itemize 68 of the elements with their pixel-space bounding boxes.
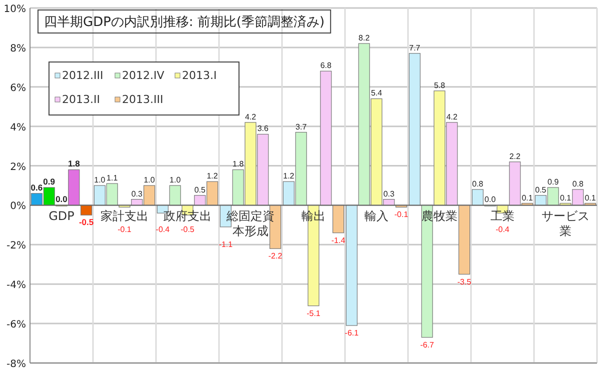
x-tick-label: GDP [48, 209, 74, 224]
y-tick-label: 6% [10, 82, 26, 94]
x-tick-label: 政府支出 [164, 209, 212, 224]
data-label: 0.8 [472, 179, 484, 188]
data-label: 5.8 [434, 80, 446, 90]
data-label: 0.0 [56, 194, 68, 204]
data-label: 1.0 [94, 176, 106, 184]
data-label: 1.8 [232, 160, 244, 169]
data-label: -0.1 [394, 210, 409, 220]
data-label: -0.4 [496, 225, 510, 234]
data-label: 0.9 [43, 176, 56, 186]
data-label: -6.7 [420, 340, 435, 350]
data-label: 0.6 [30, 182, 43, 192]
legend-label: 2013.III [122, 93, 164, 106]
data-label: 6.8 [320, 61, 332, 70]
data-label: 0.0 [484, 195, 496, 204]
x-tick-label: 工業 [490, 209, 514, 224]
data-label: 7.7 [409, 43, 421, 52]
text: 四半期GDPの内訳別推移: 前期比(季節調整済み) [44, 14, 325, 30]
data-label: 0.1 [522, 193, 534, 202]
data-label: 1.0 [144, 176, 156, 184]
data-label: 0.8 [572, 179, 584, 188]
y-tick-label: -2% [6, 240, 26, 252]
y-tick-label: -6% [6, 320, 26, 331]
data-label: 4.2 [446, 112, 458, 122]
legend-label: 2012.III [62, 69, 104, 82]
data-label: 3.7 [296, 122, 308, 132]
data-label: 4.2 [244, 112, 257, 122]
data-label: 1.2 [206, 172, 218, 181]
data-label: -0.5 [78, 217, 94, 228]
data-label: 1.2 [283, 172, 295, 181]
data-label: 0.3 [131, 189, 144, 198]
legend-label: 2013.I [182, 69, 217, 82]
x-tick-label: サービス業 [542, 209, 590, 238]
data-label: 0.5 [535, 185, 547, 194]
y-tick-label: 2% [10, 162, 26, 173]
x-tick-label: 農牧業 [422, 209, 458, 224]
data-label: -6.1 [344, 328, 360, 338]
data-label: -0.5 [180, 225, 195, 234]
data-label: 5.4 [370, 88, 383, 98]
y-tick-label: 0% [10, 201, 26, 212]
y-tick-label: -8% [6, 359, 26, 370]
data-label: 8.2 [358, 34, 370, 42]
data-label: -5.1 [306, 308, 321, 318]
x-tick-label: 家計支出 [100, 209, 148, 224]
data-label: -1.4 [331, 236, 346, 245]
legend-label: 2013.II [62, 93, 100, 106]
y-tick-label: 8% [10, 43, 26, 54]
data-label: 0.9 [548, 177, 560, 186]
data-label: 1.1 [106, 174, 118, 183]
data-label: 2.2 [509, 152, 522, 161]
legend-label: 2012.IV [122, 69, 165, 82]
data-label: 1.8 [68, 158, 80, 169]
y-tick-label: 4% [10, 122, 26, 134]
data-label: -3.5 [457, 277, 472, 286]
x-tick-label: 輸入 [364, 209, 388, 224]
data-label: 0.5 [194, 185, 206, 194]
data-label: -1.1 [218, 240, 234, 250]
data-label: 3.6 [257, 124, 270, 134]
y-tick-label: 10% [4, 4, 26, 15]
data-label: 0.1 [584, 193, 596, 202]
data-label: -2.2 [268, 252, 283, 261]
data-label: 1.0 [170, 176, 182, 184]
data-label: 0.1 [560, 193, 572, 202]
data-label: -0.1 [118, 225, 132, 234]
data-label: -0.4 [156, 225, 170, 234]
y-tick-label: -4% [6, 280, 26, 292]
data-label: 0.3 [383, 189, 396, 198]
